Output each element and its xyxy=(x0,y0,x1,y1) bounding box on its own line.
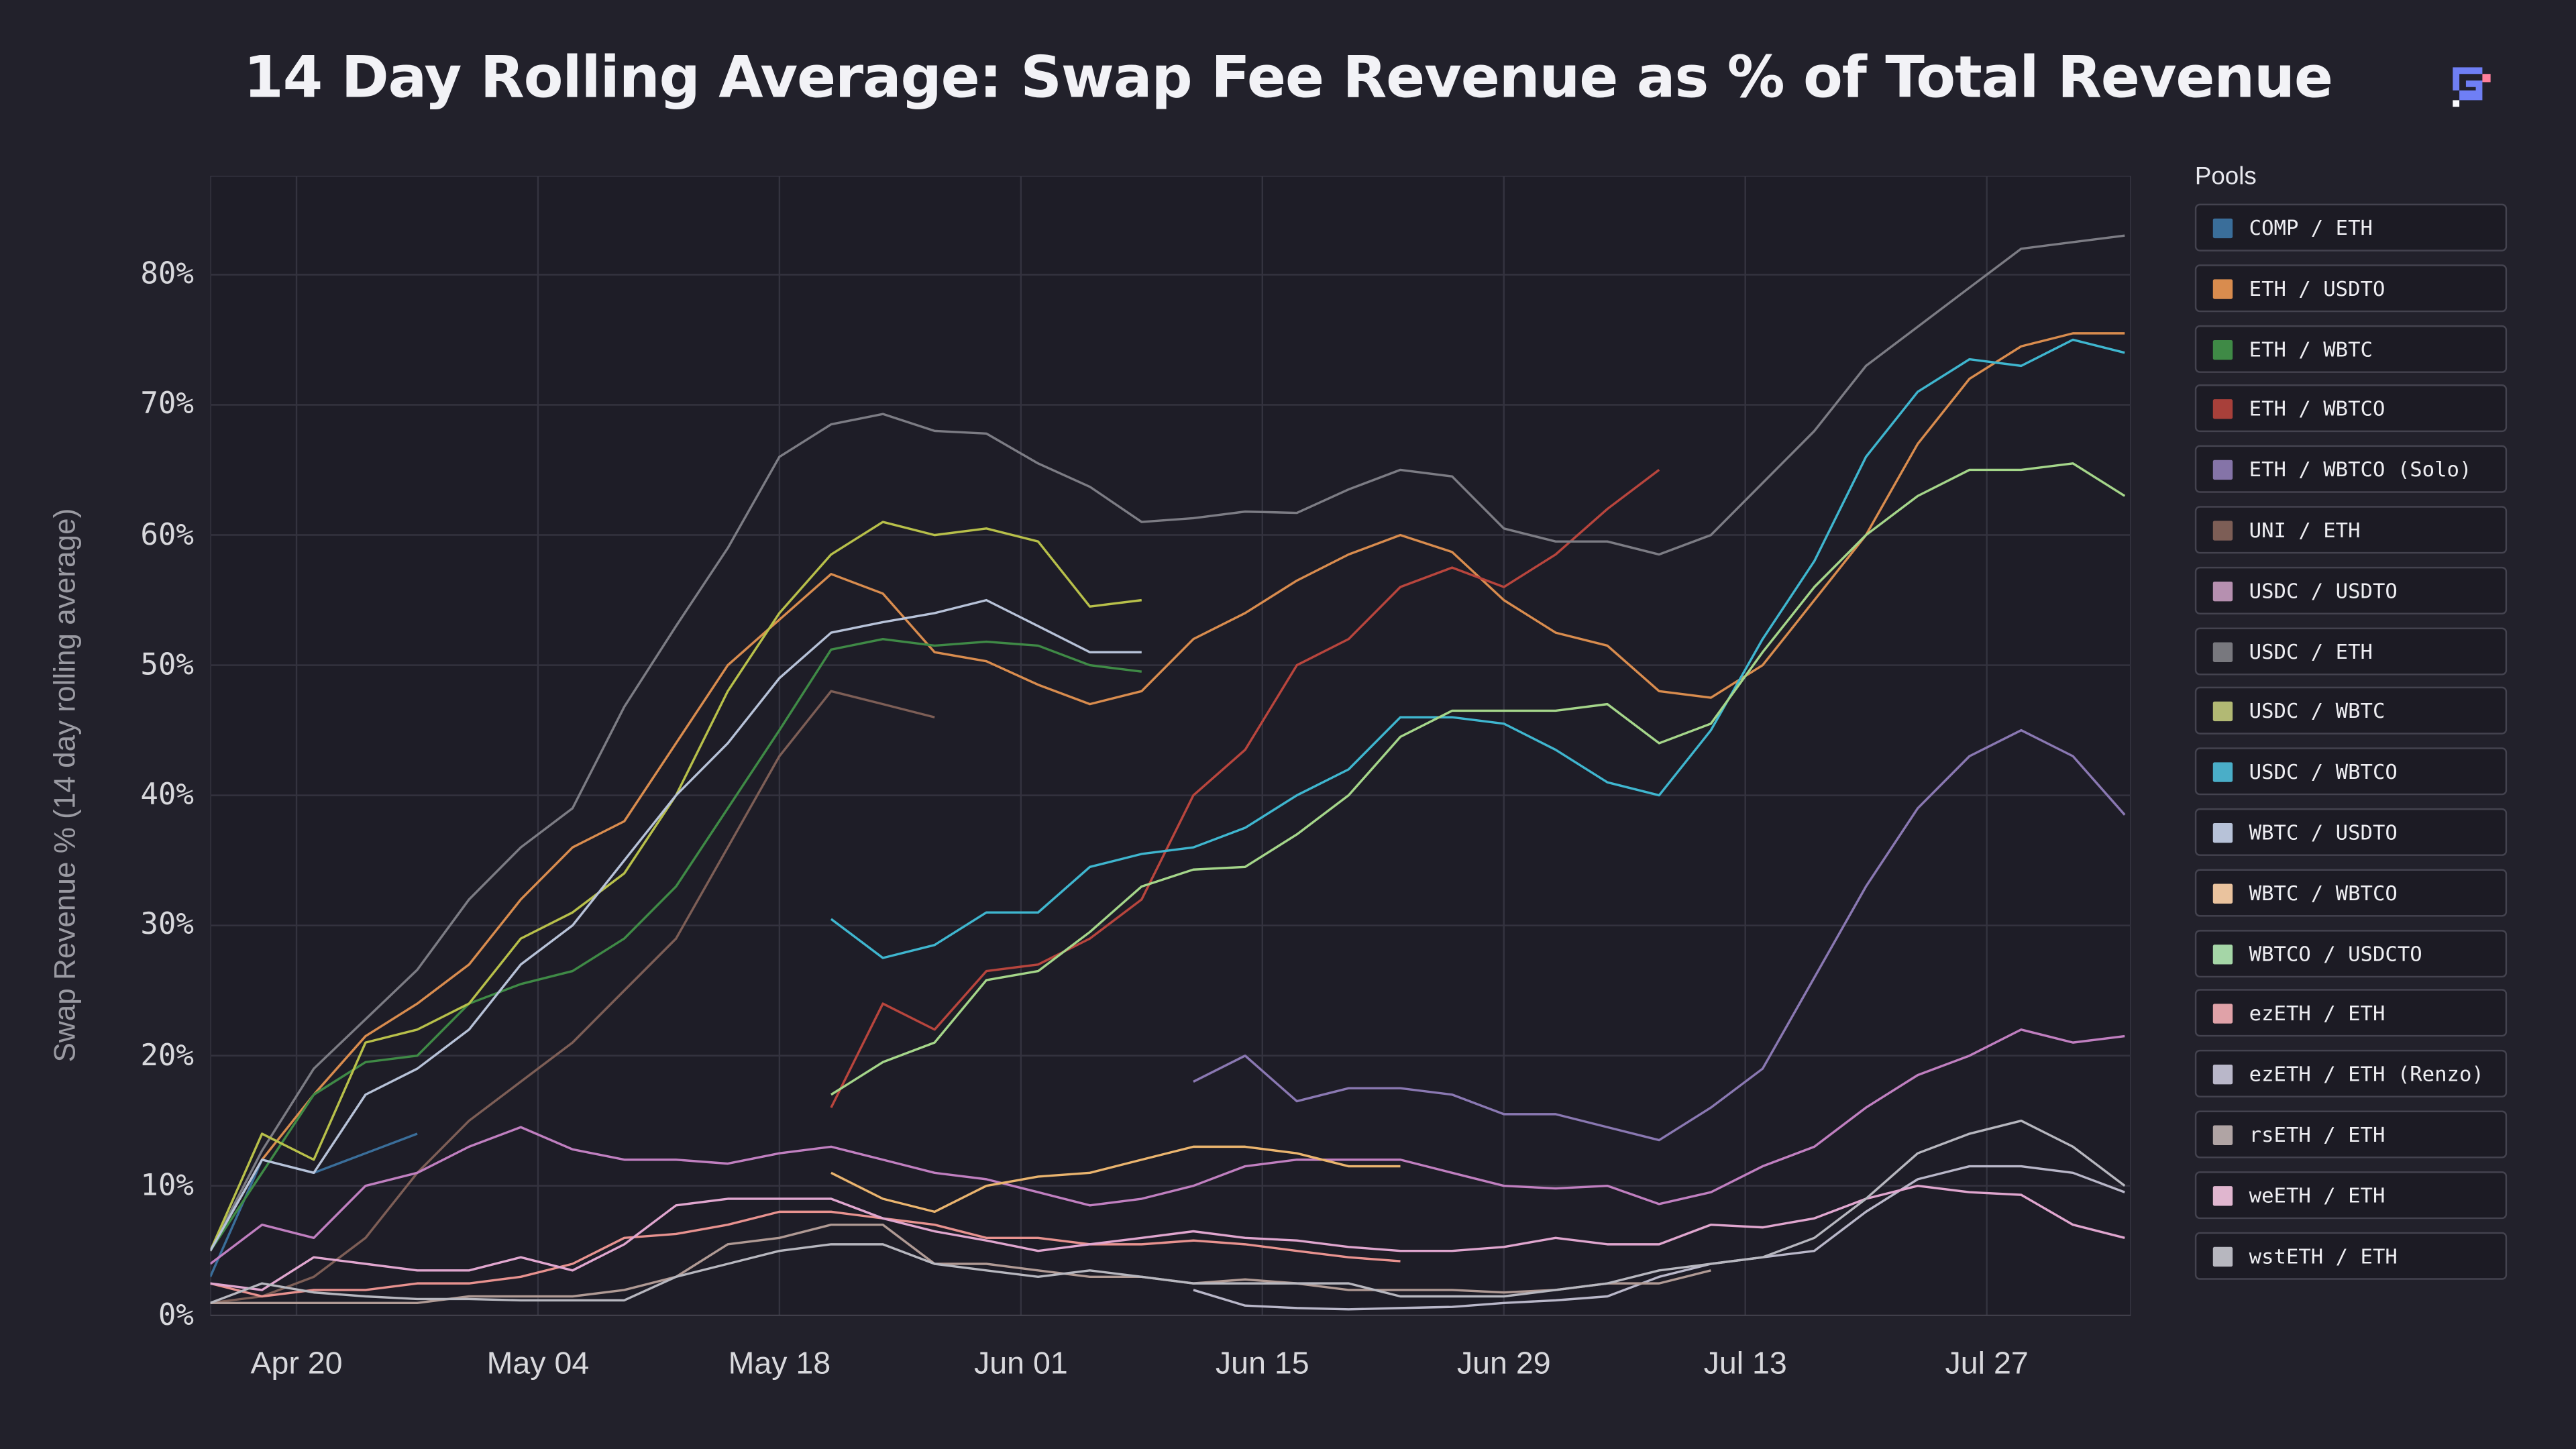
plot-background xyxy=(210,176,2131,1316)
y-tick-label: 80% xyxy=(140,257,194,292)
legend-item[interactable]: wstETH / ETH xyxy=(2194,1231,2508,1279)
y-tick-label: 30% xyxy=(140,908,194,943)
series-line-usdc-wbtco xyxy=(830,338,2125,959)
legend-label: UNI / ETH xyxy=(2249,517,2361,543)
legend-label: ezETH / ETH xyxy=(2249,1001,2385,1026)
series-line-wsteth-eth xyxy=(210,1119,2126,1304)
legend-swatch xyxy=(2212,1125,2233,1145)
legend-label: COMP / ETH xyxy=(2249,215,2373,240)
legend-item[interactable]: USDC / WBTCO xyxy=(2194,747,2508,796)
legend-item[interactable]: ETH / USDTO xyxy=(2194,264,2508,312)
y-tick-label: 60% xyxy=(140,517,194,553)
legend-label: ETH / WBTC xyxy=(2249,336,2373,361)
legend-swatch xyxy=(2212,1246,2233,1267)
legend-item[interactable]: WBTC / WBTCO xyxy=(2194,869,2508,917)
legend-item[interactable]: UNI / ETH xyxy=(2194,506,2508,554)
legend-swatch xyxy=(2212,1185,2233,1206)
legend-label: WBTCO / USDCTO xyxy=(2249,941,2422,966)
legend-item[interactable]: USDC / ETH xyxy=(2194,627,2508,675)
legend-swatch xyxy=(2212,702,2233,722)
series-line-ezeth-eth xyxy=(210,1210,1401,1298)
y-tick-label: 10% xyxy=(140,1168,194,1203)
legend-label: ezETH / ETH (Renzo) xyxy=(2249,1061,2484,1087)
legend-label: USDC / USDTO xyxy=(2249,578,2398,603)
legend-item[interactable]: WBTCO / USDCTO xyxy=(2194,929,2508,977)
legend-item[interactable]: USDC / WBTC xyxy=(2194,687,2508,735)
legend-item[interactable]: ezETH / ETH xyxy=(2194,989,2508,1038)
legend-item[interactable]: weETH / ETH xyxy=(2194,1171,2508,1219)
series-line-usdc-usdto xyxy=(210,1028,2125,1265)
series-line-wbtc-usdto xyxy=(210,598,1142,1252)
legend-swatch xyxy=(2212,822,2233,843)
legend-label: USDC / WBTCO xyxy=(2249,759,2398,784)
legend-label: ETH / WBTCO (Solo) xyxy=(2249,457,2472,482)
legend-label: rsETH / ETH xyxy=(2249,1122,2385,1147)
series-line-eth-wbtco-solo xyxy=(1193,729,2126,1142)
legend-item[interactable]: USDC / USDTO xyxy=(2194,566,2508,614)
legend-label: wstETH / ETH xyxy=(2249,1242,2398,1268)
x-tick-label: May 04 xyxy=(486,1347,590,1382)
legend-item[interactable]: COMP / ETH xyxy=(2194,203,2508,252)
legend-label: USDC / ETH xyxy=(2249,638,2373,663)
series-line-eth-wbtc xyxy=(210,637,1142,1252)
series-line-ezeth-eth-renzo xyxy=(1193,1165,2125,1311)
legend-item[interactable]: ETH / WBTCO (Solo) xyxy=(2194,445,2508,494)
legend-label: WBTC / WBTCO xyxy=(2249,880,2398,905)
x-tick-label: Jul 27 xyxy=(1945,1347,2029,1382)
legend-title: Pools xyxy=(2194,162,2257,191)
x-tick-label: Apr 20 xyxy=(250,1347,343,1382)
legend-swatch xyxy=(2212,883,2233,904)
x-tick-label: Jul 13 xyxy=(1703,1347,1787,1382)
x-tick-label: May 18 xyxy=(728,1347,831,1382)
legend-swatch xyxy=(2212,762,2233,783)
legend-item[interactable]: WBTC / USDTO xyxy=(2194,808,2508,856)
legend-swatch xyxy=(2212,400,2233,420)
legend-swatch xyxy=(2212,641,2233,661)
series-line-wbtco-usdcto xyxy=(830,462,2126,1096)
legend-swatch xyxy=(2212,1004,2233,1024)
y-tick-label: 50% xyxy=(140,647,194,683)
x-tick-label: Jun 15 xyxy=(1215,1347,1309,1382)
series-line-eth-wbtco xyxy=(830,469,1660,1108)
series-line-rseth-eth xyxy=(210,1224,1711,1305)
brand-logo-icon xyxy=(2453,67,2491,107)
series-line-uni-eth xyxy=(210,690,935,1304)
legend-swatch xyxy=(2212,521,2233,541)
legend-swatch xyxy=(2212,278,2233,299)
legend-swatch xyxy=(2212,339,2233,360)
series-line-usdc-eth xyxy=(210,234,2125,1252)
series-line-weeth-eth xyxy=(210,1184,2125,1291)
legend-item[interactable]: rsETH / ETH xyxy=(2194,1110,2508,1159)
legend-item[interactable]: ETH / WBTCO xyxy=(2194,385,2508,433)
plot-area xyxy=(210,176,2131,1316)
legend-label: weETH / ETH xyxy=(2249,1182,2385,1208)
legend-item[interactable]: ETH / WBTC xyxy=(2194,324,2508,372)
x-tick-label: Jun 29 xyxy=(1456,1347,1551,1382)
legend-swatch xyxy=(2212,1065,2233,1085)
y-axis-title: Swap Revenue % (14 day rolling average) xyxy=(48,508,82,1063)
legend-label: WBTC / USDTO xyxy=(2249,820,2398,845)
y-tick-label: 0% xyxy=(158,1298,194,1334)
y-tick-label: 70% xyxy=(140,387,194,423)
legend-swatch xyxy=(2212,581,2233,601)
legend-label: USDC / WBTC xyxy=(2249,698,2385,724)
x-tick-label: Jun 01 xyxy=(973,1347,1068,1382)
chart-title: 14 Day Rolling Average: Swap Fee Revenue… xyxy=(244,46,2333,112)
legend-swatch xyxy=(2212,460,2233,480)
legend-swatch xyxy=(2212,944,2233,964)
legend-label: ETH / WBTCO xyxy=(2249,396,2385,421)
y-tick-label: 40% xyxy=(140,777,194,813)
series-line-eth-usdto xyxy=(210,332,2125,1252)
legend-item[interactable]: ezETH / ETH (Renzo) xyxy=(2194,1050,2508,1098)
legend-label: ETH / USDTO xyxy=(2249,275,2385,301)
series-line-wbtc-wbtco xyxy=(830,1145,1401,1214)
y-tick-label: 20% xyxy=(140,1038,194,1073)
legend-swatch xyxy=(2212,218,2233,239)
